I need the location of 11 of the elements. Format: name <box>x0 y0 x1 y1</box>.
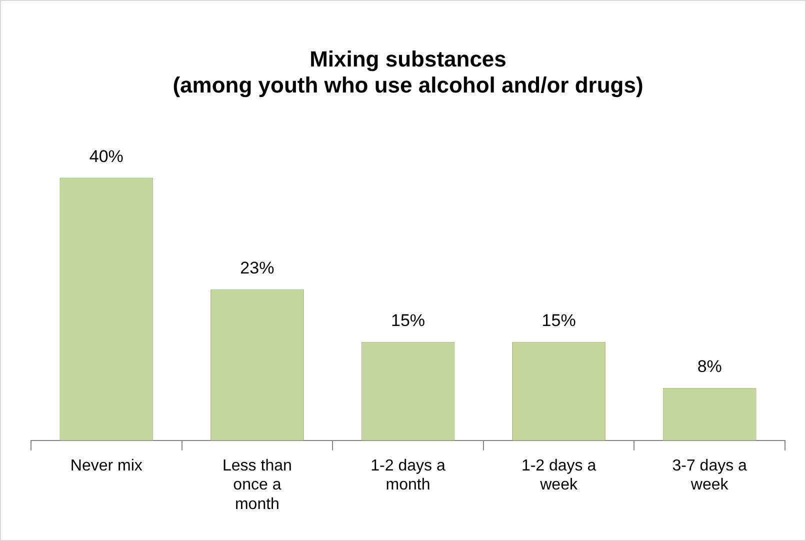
data-label: 40% <box>89 146 124 166</box>
data-label: 8% <box>697 357 722 376</box>
x-tick-label: 3-7 days a week <box>672 457 748 494</box>
data-label: 15% <box>390 311 426 330</box>
x-tick-label: 1-2 days a month <box>370 457 446 494</box>
data-label: 23% <box>240 258 274 278</box>
chart-title: Mixing substances (among youth who use alcohol and/or drugs) <box>172 46 644 98</box>
x-tick-label: 1-2 days a week <box>521 457 596 494</box>
x-tick-label: Never mix <box>70 457 142 474</box>
x-tick-label: Less than once a month <box>222 457 292 513</box>
data-label: 15% <box>542 311 576 330</box>
